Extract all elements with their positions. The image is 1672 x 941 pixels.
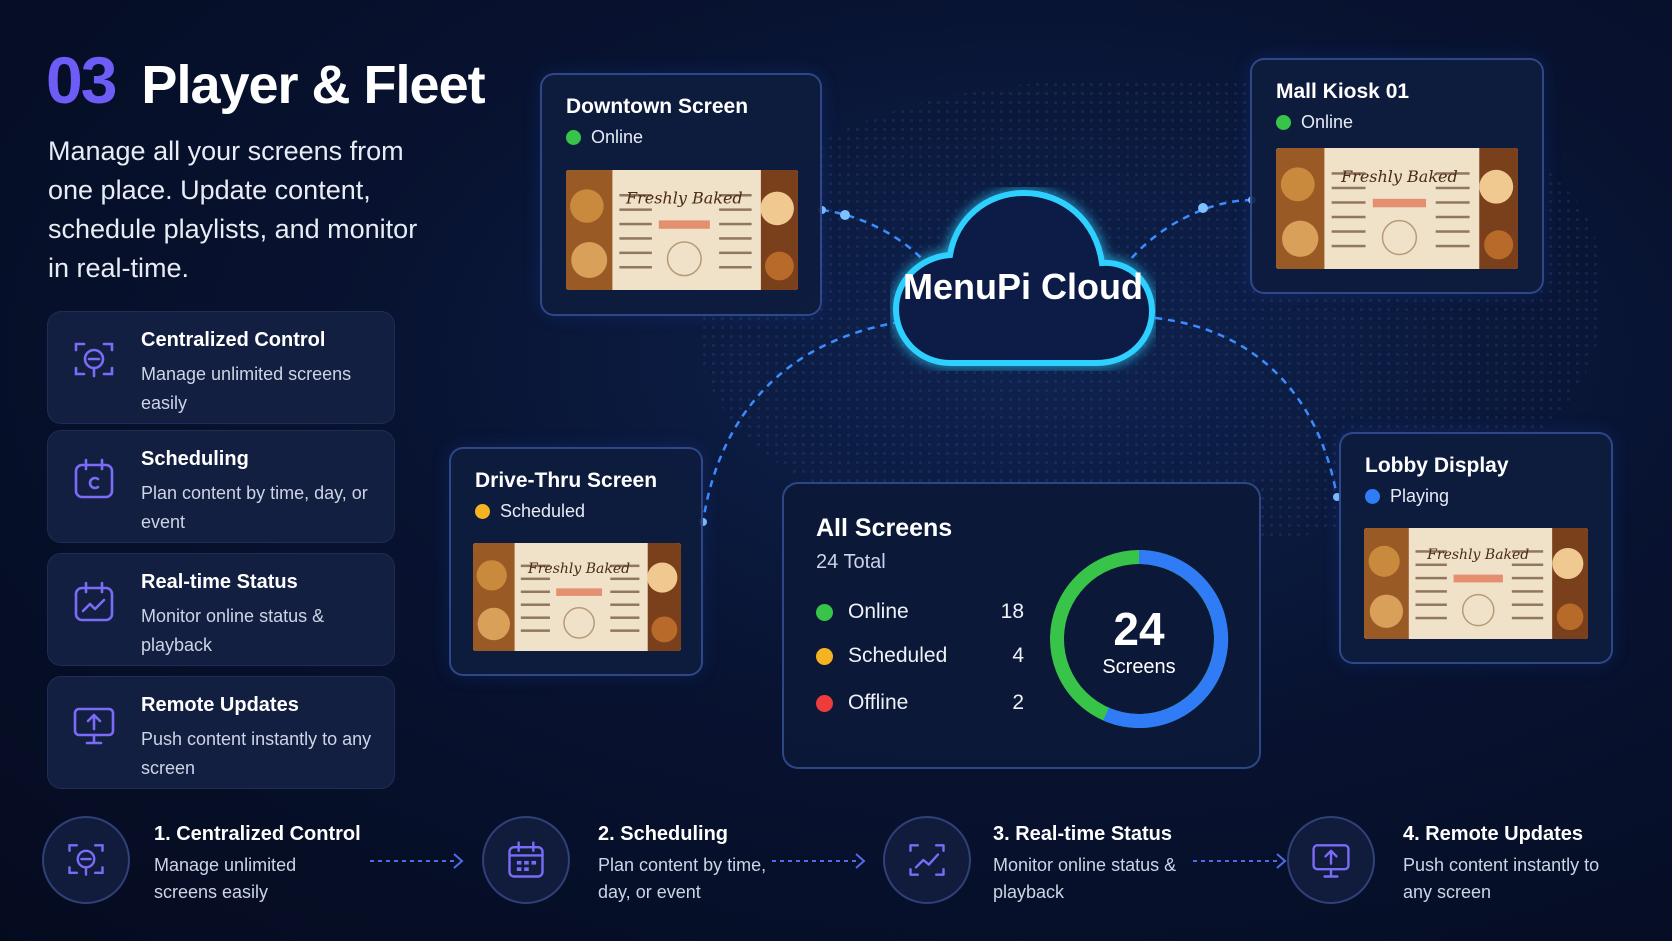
calendar-icon [508,841,544,878]
section-title: Player & Fleet [141,55,485,115]
legend-label: Scheduled [848,644,948,667]
screen-status: Playing [1365,486,1449,507]
feature-title: Centralized Control [141,329,326,351]
cloud-icon [892,189,1156,366]
step-4-desc: Push content instantly to any screen [1403,855,1600,902]
status-dot [1276,115,1291,130]
screen-status: Online [1276,112,1353,133]
feature-title: Scheduling [141,448,249,470]
step-3-icon-circle [883,816,971,904]
menu-preview-image: Freshly Baked [1364,528,1588,639]
feature-desc: Plan content by time, day, or event [141,483,368,532]
donut-center-label: 24 Screens [1046,606,1232,679]
legend-dot [816,603,833,621]
legend-label: Online [848,600,909,623]
screen-card-downtown[interactable]: Downtown Screen Online Freshly Baked [540,73,822,316]
step-arrow-icon [772,853,866,869]
status-dot [475,504,490,519]
feature-title: Remote Updates [141,694,299,716]
centralized-control-icon [74,342,114,378]
status-donut-chart [1050,549,1229,728]
menu-preview-image: Freshly Baked [566,170,798,290]
step-1-desc: Manage unlimited screens easily [154,855,297,902]
menu-thumbnail-art: Freshly Baked [1364,528,1588,639]
screen-status: Online [566,127,643,148]
donut-unit: Screens [1102,656,1176,678]
feature-card-real-time-status[interactable]: Real-time Status Monitor online status &… [47,553,395,666]
step-4-title: 4. Remote Updates [1403,823,1584,845]
step-arrow-icon [1193,853,1287,869]
feature-title: Real-time Status [141,571,298,593]
menu-preview-image: Freshly Baked [473,543,681,651]
feature-card-scheduling[interactable]: Scheduling Plan content by time, day, or… [47,430,395,543]
feature-desc: Monitor online status & playback [141,606,325,655]
status-label: Online [591,127,644,147]
status-dot [566,130,581,145]
legend-online: Online 18 [816,600,1024,624]
legend-scheduled: Scheduled 4 [816,644,1024,668]
panel-title: All Screens [816,514,953,542]
section-number: 03 [46,43,117,117]
step-3-title: 3. Real-time Status [993,823,1172,845]
menu-thumbnail-art: Freshly Baked [1276,148,1518,269]
feature-card-centralized-control[interactable]: Centralized Control Manage unlimited scr… [47,311,395,424]
menu-thumbnail-art: Freshly Baked [473,543,681,651]
status-label: Playing [1390,486,1450,506]
intro-text: Manage all your screens from one place. … [48,136,418,283]
screen-card-lobby[interactable]: Lobby Display Playing Freshly Baked [1339,432,1613,664]
menu-script-title: Freshly Baked [527,561,630,577]
step-1-title: 1. Centralized Control [154,823,361,845]
legend-offline: Offline 2 [816,691,1024,715]
donut-total: 24 [1113,603,1165,655]
centralized-control-icon [68,844,104,876]
screen-name: Downtown Screen [566,95,749,118]
menu-script-title: Freshly Baked [625,189,743,208]
step-2-title: 2. Scheduling [598,823,729,845]
menu-preview-image: Freshly Baked [1276,148,1518,269]
feature-desc: Push content instantly to any screen [141,729,372,778]
screen-name: Lobby Display [1365,454,1509,477]
calendar-icon [74,458,114,499]
section-heading: 03 Player & Fleet [46,42,486,118]
status-chart-icon [909,844,945,876]
legend-label: Offline [848,691,909,714]
feature-desc: Manage unlimited screens easily [141,364,352,413]
screen-card-drive-thru[interactable]: Drive-Thru Screen Scheduled Freshly Bake… [449,447,703,676]
legend-dot [816,694,833,712]
monitor-upload-icon [1312,844,1350,878]
feature-card-remote-updates[interactable]: Remote Updates Push content instantly to… [47,676,395,789]
monitor-upload-icon [73,707,115,745]
status-chart-icon [74,581,114,622]
legend-dot [816,647,833,665]
legend-value: 2 [1012,691,1024,714]
step-2-icon-circle [482,816,570,904]
all-screens-panel: All Screens 24 Total Online 18 Scheduled… [782,482,1261,769]
step-3-desc: Monitor online status & playback [993,855,1177,902]
step-arrow-icon [370,853,464,869]
menu-thumbnail-art: Freshly Baked [566,170,798,290]
screen-card-mall-kiosk[interactable]: Mall Kiosk 01 Online Freshly Baked [1250,58,1544,294]
step-2-desc: Plan content by time, day, or event [598,855,767,902]
status-label: Online [1301,112,1354,132]
cloud-label: MenuPi Cloud [903,266,1143,307]
menu-script-title: Freshly Baked [1340,167,1458,186]
screen-name: Drive-Thru Screen [475,469,658,492]
screen-name: Mall Kiosk 01 [1276,80,1410,103]
legend-value: 18 [1000,600,1024,623]
step-1-icon-circle [42,816,130,904]
status-dot [1365,489,1380,504]
legend-value: 4 [1012,644,1024,667]
panel-subtitle: 24 Total [816,551,886,573]
step-4-icon-circle [1287,816,1375,904]
status-label: Scheduled [500,501,586,521]
screen-status: Scheduled [475,501,585,522]
menu-script-title: Freshly Baked [1426,547,1529,563]
